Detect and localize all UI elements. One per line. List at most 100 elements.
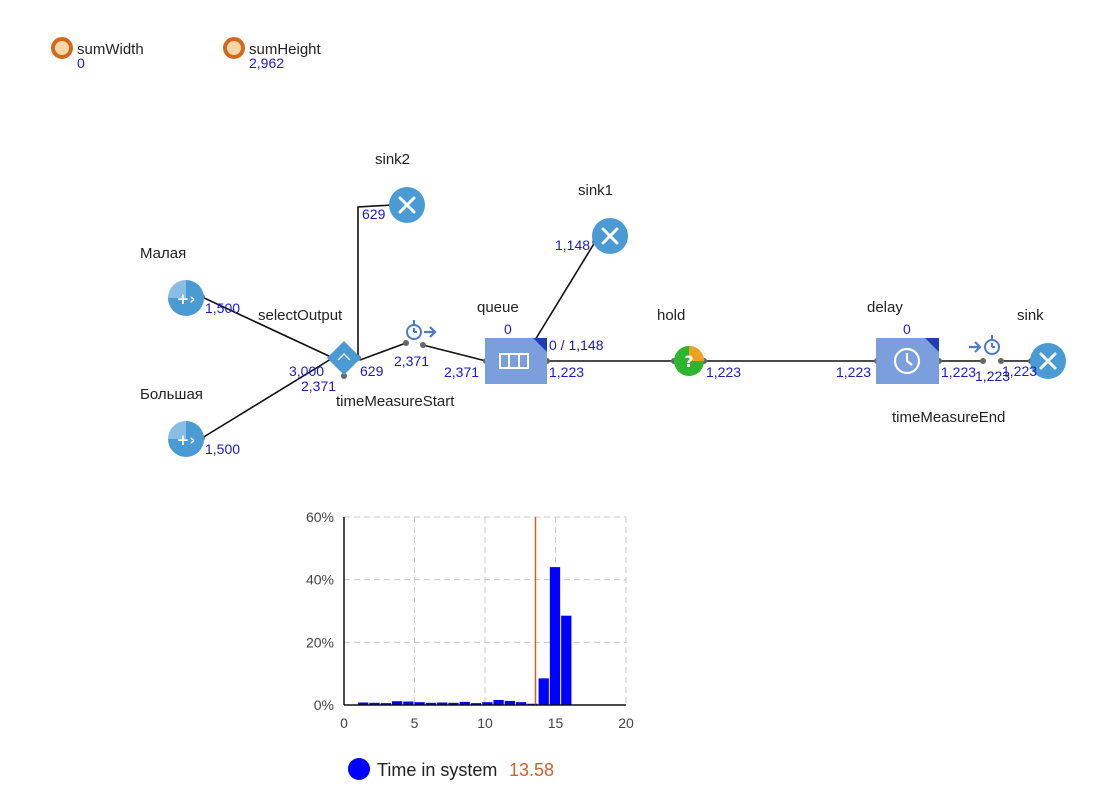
block-counter: 1,148: [555, 237, 590, 253]
x-tick-label: 20: [618, 715, 634, 731]
legend-value: 13.58: [509, 760, 554, 780]
connector-select-to-sink2: [357, 204, 393, 358]
x-tick-label: 15: [548, 715, 564, 731]
chart-grid: [344, 516, 627, 705]
time-measure-end-icon: [969, 335, 1000, 355]
histogram-chart: 0 5 10 15 20 0% 20% 40% 60%: [306, 509, 634, 731]
block-label: selectOutput: [258, 307, 343, 324]
block-time-measure-end[interactable]: timeMeasureEnd 1,223: [892, 335, 1010, 426]
block-sink[interactable]: sink 1,223: [1002, 307, 1066, 379]
block-label: sink: [1017, 307, 1044, 324]
variable-value: 0: [77, 55, 85, 71]
histogram-bar: [403, 701, 414, 705]
source-icon: [168, 421, 204, 457]
histogram-bar: [414, 702, 425, 705]
block-time-measure-start[interactable]: timeMeasureStart 2,371: [336, 320, 455, 410]
svg-text:?: ?: [684, 352, 693, 371]
variable-sum-height[interactable]: sumHeight 2,962: [223, 37, 322, 71]
histogram-bar: [549, 567, 561, 705]
block-label: hold: [657, 307, 685, 324]
block-counter-in: 1,223: [836, 364, 871, 380]
port: [998, 358, 1004, 364]
histogram-bar: [391, 701, 403, 705]
connector-tms-to-queue: [422, 344, 487, 362]
x-tick-label: 10: [477, 715, 493, 731]
source-icon: [168, 280, 204, 316]
block-hold[interactable]: ? hold 1,223: [657, 307, 741, 380]
connector-big-to-select: [201, 358, 332, 439]
svg-text:+›: +›: [177, 431, 196, 449]
variable-name: sumHeight: [249, 41, 322, 58]
block-counter: 1,223: [706, 364, 741, 380]
chart-legend: Time in system 13.58: [348, 758, 554, 780]
block-label: queue: [477, 299, 519, 316]
block-source-big[interactable]: +› Большая 1,500: [140, 386, 240, 457]
block-sink1[interactable]: sink1 1,148: [555, 182, 628, 254]
time-measure-start-icon: [406, 320, 437, 340]
histogram-bar: [538, 678, 549, 705]
block-label: sink1: [578, 182, 613, 199]
block-counter-out-true: 629: [360, 363, 384, 379]
variable-value: 2,962: [249, 55, 284, 71]
block-counter-out: 1,223: [549, 364, 584, 380]
connector-select-to-tms: [359, 342, 407, 361]
x-tick-label: 5: [411, 715, 419, 731]
block-counter-capacity: 0 / 1,148: [549, 337, 604, 353]
block-counter: 1,223: [1002, 363, 1037, 379]
variable-name: sumWidth: [77, 41, 144, 58]
y-tick-label: 60%: [306, 509, 334, 525]
block-counter-top: 0: [504, 321, 512, 337]
block-label: sink2: [375, 151, 410, 168]
chart-ticks: 0 5 10 15 20 0% 20% 40% 60%: [306, 509, 634, 731]
block-counter-in: 3,000: [289, 363, 324, 379]
block-delay[interactable]: delay 0 1,223 1,223: [836, 299, 976, 384]
legend-label: Time in system: [377, 760, 497, 780]
port: [403, 340, 409, 346]
block-counter: 1,500: [205, 441, 240, 457]
block-sink2[interactable]: sink2 629: [362, 151, 425, 223]
histogram-bar: [437, 702, 448, 705]
chart-axes: [343, 517, 626, 706]
y-tick-label: 20%: [306, 634, 334, 650]
block-counter-out-false: 2,371: [301, 378, 336, 394]
histogram-bar: [459, 701, 470, 705]
block-counter: 2,371: [394, 353, 429, 369]
x-tick-label: 0: [340, 715, 348, 731]
block-source-small[interactable]: +› Малая 1,500: [140, 245, 240, 316]
connectors: [201, 204, 1031, 439]
y-tick-label: 40%: [306, 572, 334, 588]
block-counter: 1,223: [975, 368, 1010, 384]
port: [980, 358, 986, 364]
block-counter: 629: [362, 206, 386, 222]
variable-sum-width[interactable]: sumWidth 0: [51, 37, 144, 71]
connector-queue-to-sink1: [531, 241, 596, 346]
histogram-bar: [369, 702, 380, 705]
svg-text:+›: +›: [177, 290, 196, 308]
port: [341, 373, 347, 379]
block-counter-top: 0: [903, 321, 911, 337]
histogram-bar: [516, 702, 527, 705]
port: [420, 342, 426, 348]
block-label: Большая: [140, 386, 203, 403]
queue-icon: [485, 338, 547, 384]
y-tick-label: 0%: [314, 697, 334, 713]
block-queue[interactable]: queue 0 2,371 0 / 1,148 1,223: [444, 299, 604, 384]
histogram-bar: [493, 699, 504, 705]
variable-icon: [51, 37, 73, 59]
block-label: timeMeasureStart: [336, 393, 455, 410]
block-label: delay: [867, 299, 903, 316]
histogram-bar: [448, 702, 459, 705]
variable-icon: [223, 37, 245, 59]
block-label: timeMeasureEnd: [892, 409, 1005, 426]
histogram-bar: [470, 703, 482, 705]
block-counter-in: 2,371: [444, 364, 479, 380]
block-select-output[interactable]: selectOutput 3,000 2,371 629: [258, 307, 384, 394]
chart-bars: [358, 517, 572, 705]
block-counter-out: 1,223: [941, 364, 976, 380]
block-counter: 1,500: [205, 300, 240, 316]
connector-small-to-select: [201, 296, 332, 358]
histogram-bar: [358, 702, 369, 705]
legend-swatch: [348, 758, 370, 780]
histogram-bar: [380, 703, 391, 705]
